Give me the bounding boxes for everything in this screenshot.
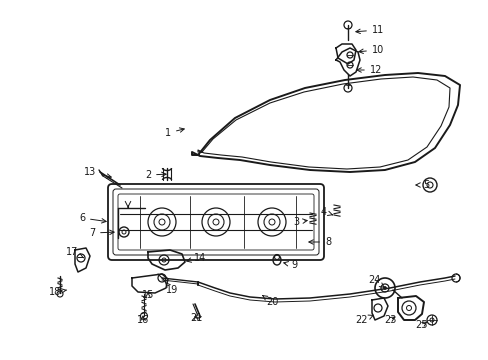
Text: 3: 3 [292, 217, 306, 227]
Circle shape [383, 287, 386, 289]
Text: 18: 18 [49, 287, 66, 297]
Text: 9: 9 [283, 260, 296, 270]
Text: 22: 22 [355, 315, 373, 325]
Text: 5: 5 [415, 180, 428, 190]
Text: 6: 6 [79, 213, 106, 223]
Text: 14: 14 [186, 253, 206, 263]
Text: 13: 13 [84, 167, 111, 178]
Text: 23: 23 [383, 315, 395, 325]
Circle shape [406, 306, 411, 310]
Text: 17: 17 [66, 247, 83, 258]
Text: 25: 25 [415, 320, 427, 330]
Text: 10: 10 [358, 45, 384, 55]
Text: 24: 24 [367, 275, 384, 287]
Text: 8: 8 [308, 237, 330, 247]
Text: 7: 7 [89, 228, 114, 238]
Text: 2: 2 [144, 170, 166, 180]
Text: 12: 12 [356, 65, 382, 75]
Text: 21: 21 [189, 313, 202, 323]
Text: 4: 4 [320, 207, 332, 217]
Text: 20: 20 [262, 296, 278, 307]
Text: 1: 1 [164, 128, 184, 138]
Text: 19: 19 [165, 282, 178, 295]
Text: 16: 16 [137, 315, 149, 325]
Text: 11: 11 [355, 25, 384, 35]
Text: 15: 15 [142, 290, 154, 300]
